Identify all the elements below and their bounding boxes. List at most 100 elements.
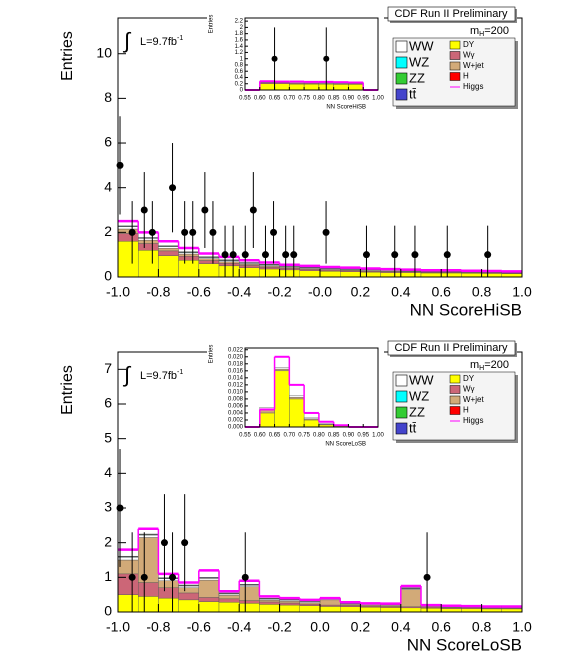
stack-segment bbox=[461, 608, 482, 613]
x-tick-label: 0.75 bbox=[298, 433, 310, 439]
legend-label: WZ bbox=[409, 388, 429, 403]
legend-label: DY bbox=[463, 374, 475, 383]
y-tick-label: 4 bbox=[104, 178, 112, 194]
x-tick-label: 0.8 bbox=[472, 284, 492, 300]
stack-segment bbox=[178, 256, 200, 261]
stack-segment bbox=[238, 585, 260, 587]
y-tick-label: 0.022 bbox=[228, 347, 244, 353]
stack-segment bbox=[318, 423, 334, 425]
y-tick-label: 8 bbox=[104, 89, 112, 105]
stack-segment bbox=[279, 269, 301, 278]
legend-label: WW bbox=[409, 38, 434, 53]
stack-segment bbox=[360, 606, 381, 613]
stack-segment bbox=[137, 250, 159, 278]
stack-segment bbox=[303, 417, 320, 420]
luminosity: L=9.7fb-1 bbox=[140, 35, 183, 48]
data-point bbox=[484, 251, 492, 259]
title-box bbox=[387, 340, 516, 356]
x-tick-label: 1.0 bbox=[512, 619, 532, 635]
inset-background bbox=[207, 12, 384, 114]
stack-segment bbox=[259, 604, 280, 613]
luminosity: L=9.7fb-1 bbox=[140, 369, 183, 382]
data-point bbox=[362, 251, 370, 259]
y-tick-label: 1 bbox=[240, 56, 244, 62]
x-tick-label: 0.70 bbox=[283, 96, 295, 102]
x-tick-label: 1.00 bbox=[372, 96, 384, 102]
stack-segment bbox=[238, 600, 260, 604]
stack-segment bbox=[137, 582, 159, 597]
stack-segment bbox=[259, 266, 280, 270]
x-tick-label: 0.70 bbox=[283, 433, 295, 439]
legend-swatch bbox=[395, 56, 408, 69]
data-point bbox=[241, 251, 249, 259]
stack-segment bbox=[158, 587, 179, 599]
chart-title: CDF Run II Preliminary bbox=[394, 8, 508, 20]
lumi-sup: -1 bbox=[177, 35, 183, 42]
y-tick-label: 0.2 bbox=[235, 81, 244, 87]
legend-label: Higgs bbox=[463, 82, 483, 91]
stack-segment bbox=[158, 597, 179, 613]
mass-symbol: m bbox=[470, 25, 479, 37]
stack-segment bbox=[303, 83, 320, 91]
x-tick-label: 0.80 bbox=[313, 96, 325, 102]
x-tick-label: 0.90 bbox=[343, 96, 355, 102]
x-tick-label: -0.6 bbox=[187, 284, 211, 300]
x-axis-label: NN ScoreLoSB bbox=[325, 442, 366, 448]
plot-frame bbox=[244, 347, 379, 428]
stack-segment bbox=[289, 83, 305, 91]
x-tick-label: 0.60 bbox=[254, 433, 266, 439]
stack-segment bbox=[259, 81, 275, 83]
y-tick-label: 7 bbox=[104, 360, 112, 376]
x-tick-label: -0.4 bbox=[227, 619, 251, 635]
x-tick-label: 0.65 bbox=[269, 96, 281, 102]
integral-sign: ∫ bbox=[122, 28, 132, 53]
data-point bbox=[169, 184, 177, 192]
data-point bbox=[181, 228, 189, 236]
mass-sub: H bbox=[479, 31, 484, 38]
legend-label: W+jet bbox=[463, 61, 484, 70]
legend-label: W+jet bbox=[463, 395, 484, 404]
stack-segment bbox=[380, 607, 402, 613]
stack-segment bbox=[259, 600, 280, 603]
stack-segment bbox=[178, 260, 200, 278]
stack-segment bbox=[299, 603, 321, 606]
stack-segment bbox=[178, 252, 200, 255]
x-tick-label: 1.00 bbox=[372, 433, 384, 439]
stack-segment bbox=[218, 595, 240, 600]
stack-segment bbox=[259, 83, 275, 91]
y-tick-label: 1 bbox=[104, 568, 112, 584]
x-tick-label: 0.55 bbox=[239, 433, 251, 439]
stack-segment bbox=[279, 604, 301, 613]
legend-label: H bbox=[463, 72, 469, 81]
x-axis-label: NN ScoreLoSB bbox=[407, 635, 522, 654]
stack-segment bbox=[117, 557, 139, 561]
x-tick-label: 0.55 bbox=[239, 96, 251, 102]
stack-segment bbox=[137, 534, 159, 538]
stack-segment bbox=[218, 262, 240, 267]
data-point bbox=[271, 55, 278, 62]
plot-frame bbox=[244, 17, 379, 91]
y-tick-label: 0.6 bbox=[235, 69, 244, 75]
y-tick-label: 1.8 bbox=[235, 31, 244, 37]
stack-segment bbox=[117, 594, 139, 613]
y-tick-label: 1.6 bbox=[235, 37, 244, 43]
y-tick-label: 4 bbox=[104, 464, 112, 480]
data-point bbox=[201, 206, 209, 214]
stack-segment bbox=[198, 597, 220, 602]
stack-segment bbox=[117, 226, 139, 230]
data-point bbox=[282, 251, 290, 259]
stack-segment bbox=[299, 270, 321, 278]
stack-segment bbox=[481, 273, 503, 278]
y-tick-label: 0.8 bbox=[235, 63, 244, 69]
x-tick-label: -0.2 bbox=[268, 619, 292, 635]
y-tick-label: 0.002 bbox=[228, 418, 244, 424]
stack-segment bbox=[198, 601, 220, 613]
y-tick-label: 0.018 bbox=[228, 361, 244, 367]
x-axis-label: NN ScoreHiSB bbox=[326, 105, 366, 111]
mass-rest: =200 bbox=[484, 359, 509, 371]
y-tick-label: 1.2 bbox=[235, 50, 244, 56]
x-tick-label: 0.60 bbox=[254, 96, 266, 102]
x-tick-label: -1.0 bbox=[106, 284, 130, 300]
data-point bbox=[128, 228, 136, 236]
data-point bbox=[116, 504, 124, 512]
